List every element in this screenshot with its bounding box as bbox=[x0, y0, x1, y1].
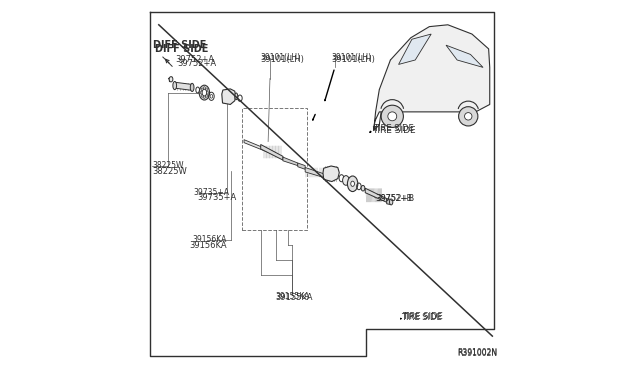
Polygon shape bbox=[298, 163, 305, 169]
Ellipse shape bbox=[205, 94, 207, 97]
Polygon shape bbox=[244, 140, 276, 155]
Circle shape bbox=[388, 112, 397, 121]
Polygon shape bbox=[365, 188, 387, 202]
Polygon shape bbox=[283, 157, 298, 166]
Text: TIRE SIDE: TIRE SIDE bbox=[372, 126, 415, 135]
Text: R391002N: R391002N bbox=[457, 349, 497, 358]
Ellipse shape bbox=[205, 88, 207, 91]
Ellipse shape bbox=[204, 87, 205, 90]
Ellipse shape bbox=[361, 186, 365, 191]
Text: 39752+A: 39752+A bbox=[177, 59, 216, 68]
Text: 39735+A: 39735+A bbox=[193, 188, 229, 197]
Circle shape bbox=[459, 107, 478, 126]
Bar bbox=[242, 108, 307, 231]
Ellipse shape bbox=[190, 83, 194, 92]
Text: 39156KA: 39156KA bbox=[192, 235, 227, 244]
Text: TIRE SIDE: TIRE SIDE bbox=[372, 124, 413, 133]
Text: 39101(LH): 39101(LH) bbox=[260, 52, 301, 61]
Text: 39155KA: 39155KA bbox=[276, 293, 313, 302]
Text: TIRE SIDE: TIRE SIDE bbox=[401, 313, 442, 322]
Text: 39752+B: 39752+B bbox=[376, 195, 415, 203]
Ellipse shape bbox=[342, 176, 349, 185]
Text: 39735+A: 39735+A bbox=[198, 193, 237, 202]
Text: DIFF SIDE: DIFF SIDE bbox=[153, 40, 207, 50]
Ellipse shape bbox=[200, 91, 202, 94]
Ellipse shape bbox=[202, 89, 207, 96]
Ellipse shape bbox=[169, 77, 173, 82]
Text: R391002N: R391002N bbox=[457, 348, 497, 357]
Polygon shape bbox=[446, 45, 483, 67]
Ellipse shape bbox=[390, 199, 393, 205]
Text: 39752+A: 39752+A bbox=[175, 55, 214, 64]
Text: 39156KA: 39156KA bbox=[189, 241, 227, 250]
Ellipse shape bbox=[199, 85, 209, 100]
Text: 39101(LH): 39101(LH) bbox=[331, 52, 371, 61]
Ellipse shape bbox=[206, 91, 209, 94]
Text: 39101(LH): 39101(LH) bbox=[331, 55, 375, 64]
Text: 39155KA: 39155KA bbox=[276, 292, 310, 301]
Text: 38225W: 38225W bbox=[152, 161, 184, 170]
Text: TIRE SIDE: TIRE SIDE bbox=[403, 312, 443, 321]
Text: 38225W: 38225W bbox=[152, 167, 188, 176]
Ellipse shape bbox=[173, 81, 177, 90]
Polygon shape bbox=[260, 144, 283, 160]
Ellipse shape bbox=[201, 88, 204, 91]
Text: 39101(LH): 39101(LH) bbox=[260, 55, 305, 64]
Polygon shape bbox=[399, 34, 431, 64]
Text: 39752+B: 39752+B bbox=[376, 194, 412, 203]
Polygon shape bbox=[305, 167, 324, 177]
Ellipse shape bbox=[235, 93, 237, 100]
Polygon shape bbox=[387, 199, 390, 205]
Circle shape bbox=[465, 113, 472, 120]
Polygon shape bbox=[323, 166, 339, 182]
Ellipse shape bbox=[348, 176, 358, 192]
Polygon shape bbox=[175, 82, 192, 90]
Polygon shape bbox=[374, 25, 490, 131]
Text: DIFF SIDE: DIFF SIDE bbox=[155, 44, 209, 54]
Ellipse shape bbox=[204, 96, 205, 99]
Circle shape bbox=[381, 105, 403, 128]
Ellipse shape bbox=[351, 181, 355, 186]
Polygon shape bbox=[222, 89, 236, 105]
Ellipse shape bbox=[201, 94, 204, 97]
